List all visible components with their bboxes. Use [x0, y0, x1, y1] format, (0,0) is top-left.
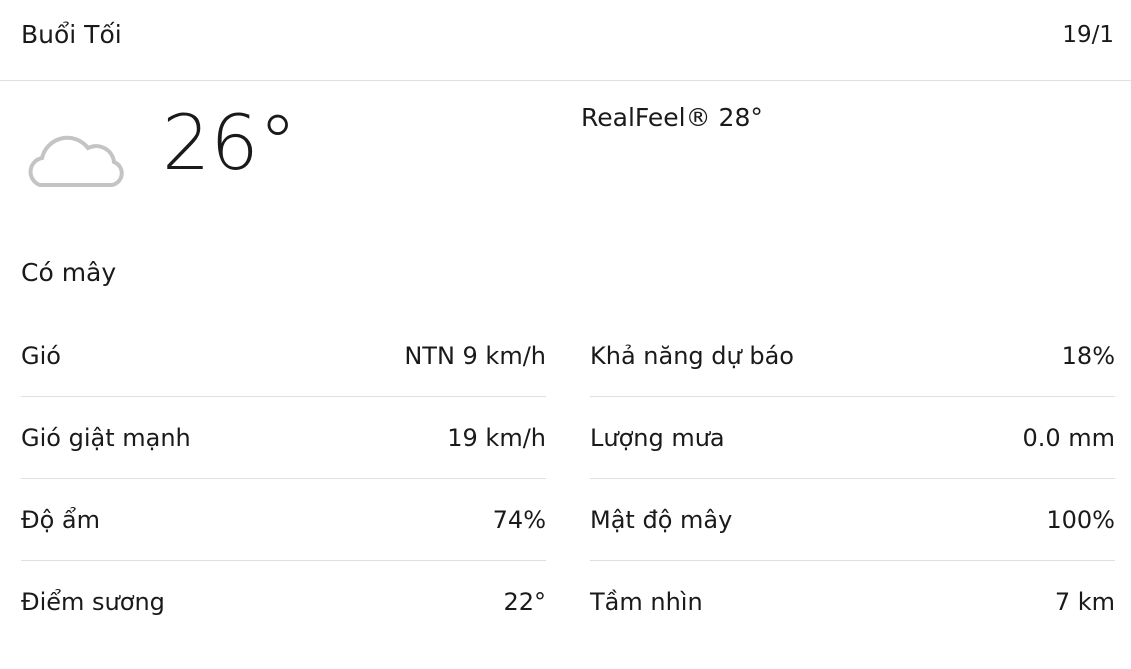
detail-label: Độ ẩm: [21, 505, 100, 534]
detail-label: Khả năng dự báo: [590, 341, 794, 370]
detail-label: Gió: [21, 341, 61, 370]
detail-row: Độ ẩm 74%: [21, 479, 546, 561]
detail-label: Gió giật mạnh: [21, 423, 191, 452]
detail-row: Điểm sương 22°: [21, 561, 546, 642]
detail-value: 100%: [1046, 505, 1115, 534]
header: Buổi Tối 19/1: [0, 0, 1131, 81]
detail-row: Gió NTN 9 km/h: [21, 315, 546, 397]
detail-row: Tầm nhìn 7 km: [590, 561, 1115, 642]
weather-phrase: Có mây: [21, 258, 117, 287]
detail-row: Mật độ mây 100%: [590, 479, 1115, 561]
cloud-icon: [28, 135, 124, 187]
detail-value: 74%: [492, 505, 546, 534]
details-left: Gió NTN 9 km/h Gió giật mạnh 19 km/h Độ ẩm…: [21, 315, 546, 642]
detail-row: Khả năng dự báo 18%: [590, 315, 1115, 397]
details-right: Khả năng dự báo 18% Lượng mưa 0.0 mm Mật đ…: [590, 315, 1115, 642]
temperature: 26°: [162, 98, 297, 187]
detail-value: 7 km: [1054, 587, 1115, 616]
detail-value: 18%: [1061, 341, 1115, 370]
period-title: Buổi Tối: [21, 20, 122, 49]
detail-value: 0.0 mm: [1022, 423, 1115, 452]
detail-label: Tầm nhìn: [590, 587, 703, 616]
detail-row: Lượng mưa 0.0 mm: [590, 397, 1115, 479]
detail-label: Điểm sương: [21, 587, 165, 616]
date: 19/1: [1062, 22, 1114, 48]
detail-row: Gió giật mạnh 19 km/h: [21, 397, 546, 479]
detail-label: Mật độ mây: [590, 505, 733, 534]
detail-value: NTN 9 km/h: [404, 341, 546, 370]
detail-label: Lượng mưa: [590, 423, 725, 452]
detail-value: 19 km/h: [447, 423, 546, 452]
realfeel: RealFeel® 28°: [581, 103, 763, 132]
detail-value: 22°: [503, 587, 546, 616]
